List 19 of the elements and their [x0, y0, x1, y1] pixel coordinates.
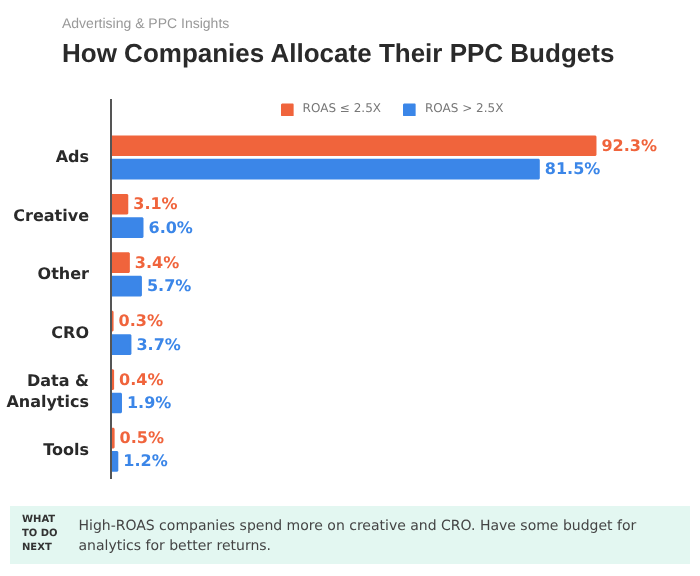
y-tick-label: Tools: [43, 440, 90, 459]
data-label: 81.5%: [544, 160, 601, 179]
data-label: 3.1%: [133, 195, 178, 214]
y-tick-label: Ads: [55, 148, 90, 167]
data-label: 6.0%: [148, 218, 193, 237]
y-tick-label: Creative: [13, 206, 91, 225]
data-label: 92.3%: [601, 136, 658, 155]
chart-title: How Companies Allocate Their PPC Budgets: [62, 36, 615, 72]
data-label: 0.4%: [119, 370, 164, 389]
data-label: 1.2%: [123, 452, 168, 471]
data-label: 1.9%: [126, 394, 172, 412]
y-tick-label: Other: [37, 265, 90, 284]
y-tick-label: CRO: [51, 323, 90, 342]
y-tick-label: Data & Analytics: [6, 371, 90, 412]
data-label: 3.4%: [134, 253, 180, 272]
data-label: 5.7%: [146, 277, 192, 296]
data-label: 0.5%: [119, 429, 164, 448]
data-label: 3.7%: [136, 335, 181, 354]
data-label: 0.3%: [118, 312, 163, 331]
